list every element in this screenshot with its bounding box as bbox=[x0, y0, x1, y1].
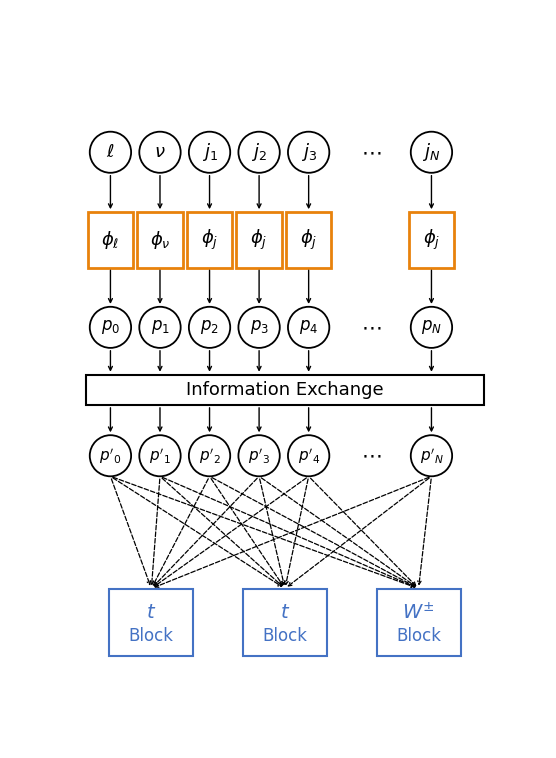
Text: $p'_1$: $p'_1$ bbox=[149, 446, 171, 465]
FancyBboxPatch shape bbox=[376, 588, 460, 656]
FancyBboxPatch shape bbox=[187, 212, 232, 268]
Text: $\phi_j$: $\phi_j$ bbox=[300, 227, 317, 252]
Text: $p_0$: $p_0$ bbox=[101, 318, 120, 337]
Ellipse shape bbox=[288, 307, 329, 348]
Text: Block: Block bbox=[396, 627, 441, 644]
Ellipse shape bbox=[189, 307, 230, 348]
Text: Information Exchange: Information Exchange bbox=[186, 381, 384, 399]
Ellipse shape bbox=[90, 307, 131, 348]
Text: $\cdots$: $\cdots$ bbox=[361, 143, 381, 162]
Ellipse shape bbox=[140, 307, 181, 348]
Ellipse shape bbox=[411, 132, 452, 173]
Text: $p'_0$: $p'_0$ bbox=[100, 446, 122, 465]
Text: $\phi_\ell$: $\phi_\ell$ bbox=[101, 229, 120, 251]
Text: $\ell$: $\ell$ bbox=[106, 143, 115, 161]
Text: $j_1$: $j_1$ bbox=[202, 141, 217, 163]
Ellipse shape bbox=[140, 435, 181, 476]
Ellipse shape bbox=[90, 435, 131, 476]
Text: $p'_3$: $p'_3$ bbox=[248, 446, 270, 465]
Text: $p'_2$: $p'_2$ bbox=[198, 446, 220, 465]
FancyBboxPatch shape bbox=[236, 212, 282, 268]
Text: $\phi_j$: $\phi_j$ bbox=[423, 227, 440, 252]
Ellipse shape bbox=[140, 132, 181, 173]
Ellipse shape bbox=[239, 435, 280, 476]
Ellipse shape bbox=[411, 435, 452, 476]
Text: $\cdots$: $\cdots$ bbox=[361, 446, 381, 465]
FancyBboxPatch shape bbox=[88, 212, 133, 268]
FancyBboxPatch shape bbox=[243, 588, 327, 656]
Ellipse shape bbox=[239, 307, 280, 348]
FancyBboxPatch shape bbox=[409, 212, 454, 268]
Text: $j_N$: $j_N$ bbox=[423, 141, 440, 163]
FancyBboxPatch shape bbox=[286, 212, 331, 268]
Ellipse shape bbox=[411, 307, 452, 348]
Text: Block: Block bbox=[129, 627, 174, 644]
Text: $W^{\pm}$: $W^{\pm}$ bbox=[402, 602, 435, 623]
Text: Block: Block bbox=[262, 627, 307, 644]
Ellipse shape bbox=[189, 132, 230, 173]
Text: $j_3$: $j_3$ bbox=[301, 141, 317, 163]
Text: $p_4$: $p_4$ bbox=[299, 318, 318, 337]
FancyBboxPatch shape bbox=[86, 374, 484, 405]
Ellipse shape bbox=[288, 435, 329, 476]
Text: $p_N$: $p_N$ bbox=[421, 318, 442, 337]
Text: $p_1$: $p_1$ bbox=[151, 318, 170, 337]
Text: $\phi_j$: $\phi_j$ bbox=[201, 227, 218, 252]
Text: $\nu$: $\nu$ bbox=[154, 143, 166, 161]
Ellipse shape bbox=[90, 132, 131, 173]
Text: $\phi_\nu$: $\phi_\nu$ bbox=[150, 229, 170, 251]
Ellipse shape bbox=[288, 132, 329, 173]
Text: $p_2$: $p_2$ bbox=[200, 318, 219, 337]
Ellipse shape bbox=[239, 132, 280, 173]
Text: $p_3$: $p_3$ bbox=[250, 318, 269, 337]
FancyBboxPatch shape bbox=[137, 212, 182, 268]
Text: $p'_N$: $p'_N$ bbox=[420, 446, 443, 465]
Text: $j_2$: $j_2$ bbox=[251, 141, 267, 163]
Ellipse shape bbox=[189, 435, 230, 476]
Text: $t$: $t$ bbox=[146, 603, 156, 622]
Text: $p'_4$: $p'_4$ bbox=[297, 446, 320, 465]
Text: $\phi_j$: $\phi_j$ bbox=[250, 227, 268, 252]
Text: $\cdots$: $\cdots$ bbox=[361, 318, 381, 337]
Text: $t$: $t$ bbox=[280, 603, 290, 622]
FancyBboxPatch shape bbox=[110, 588, 193, 656]
